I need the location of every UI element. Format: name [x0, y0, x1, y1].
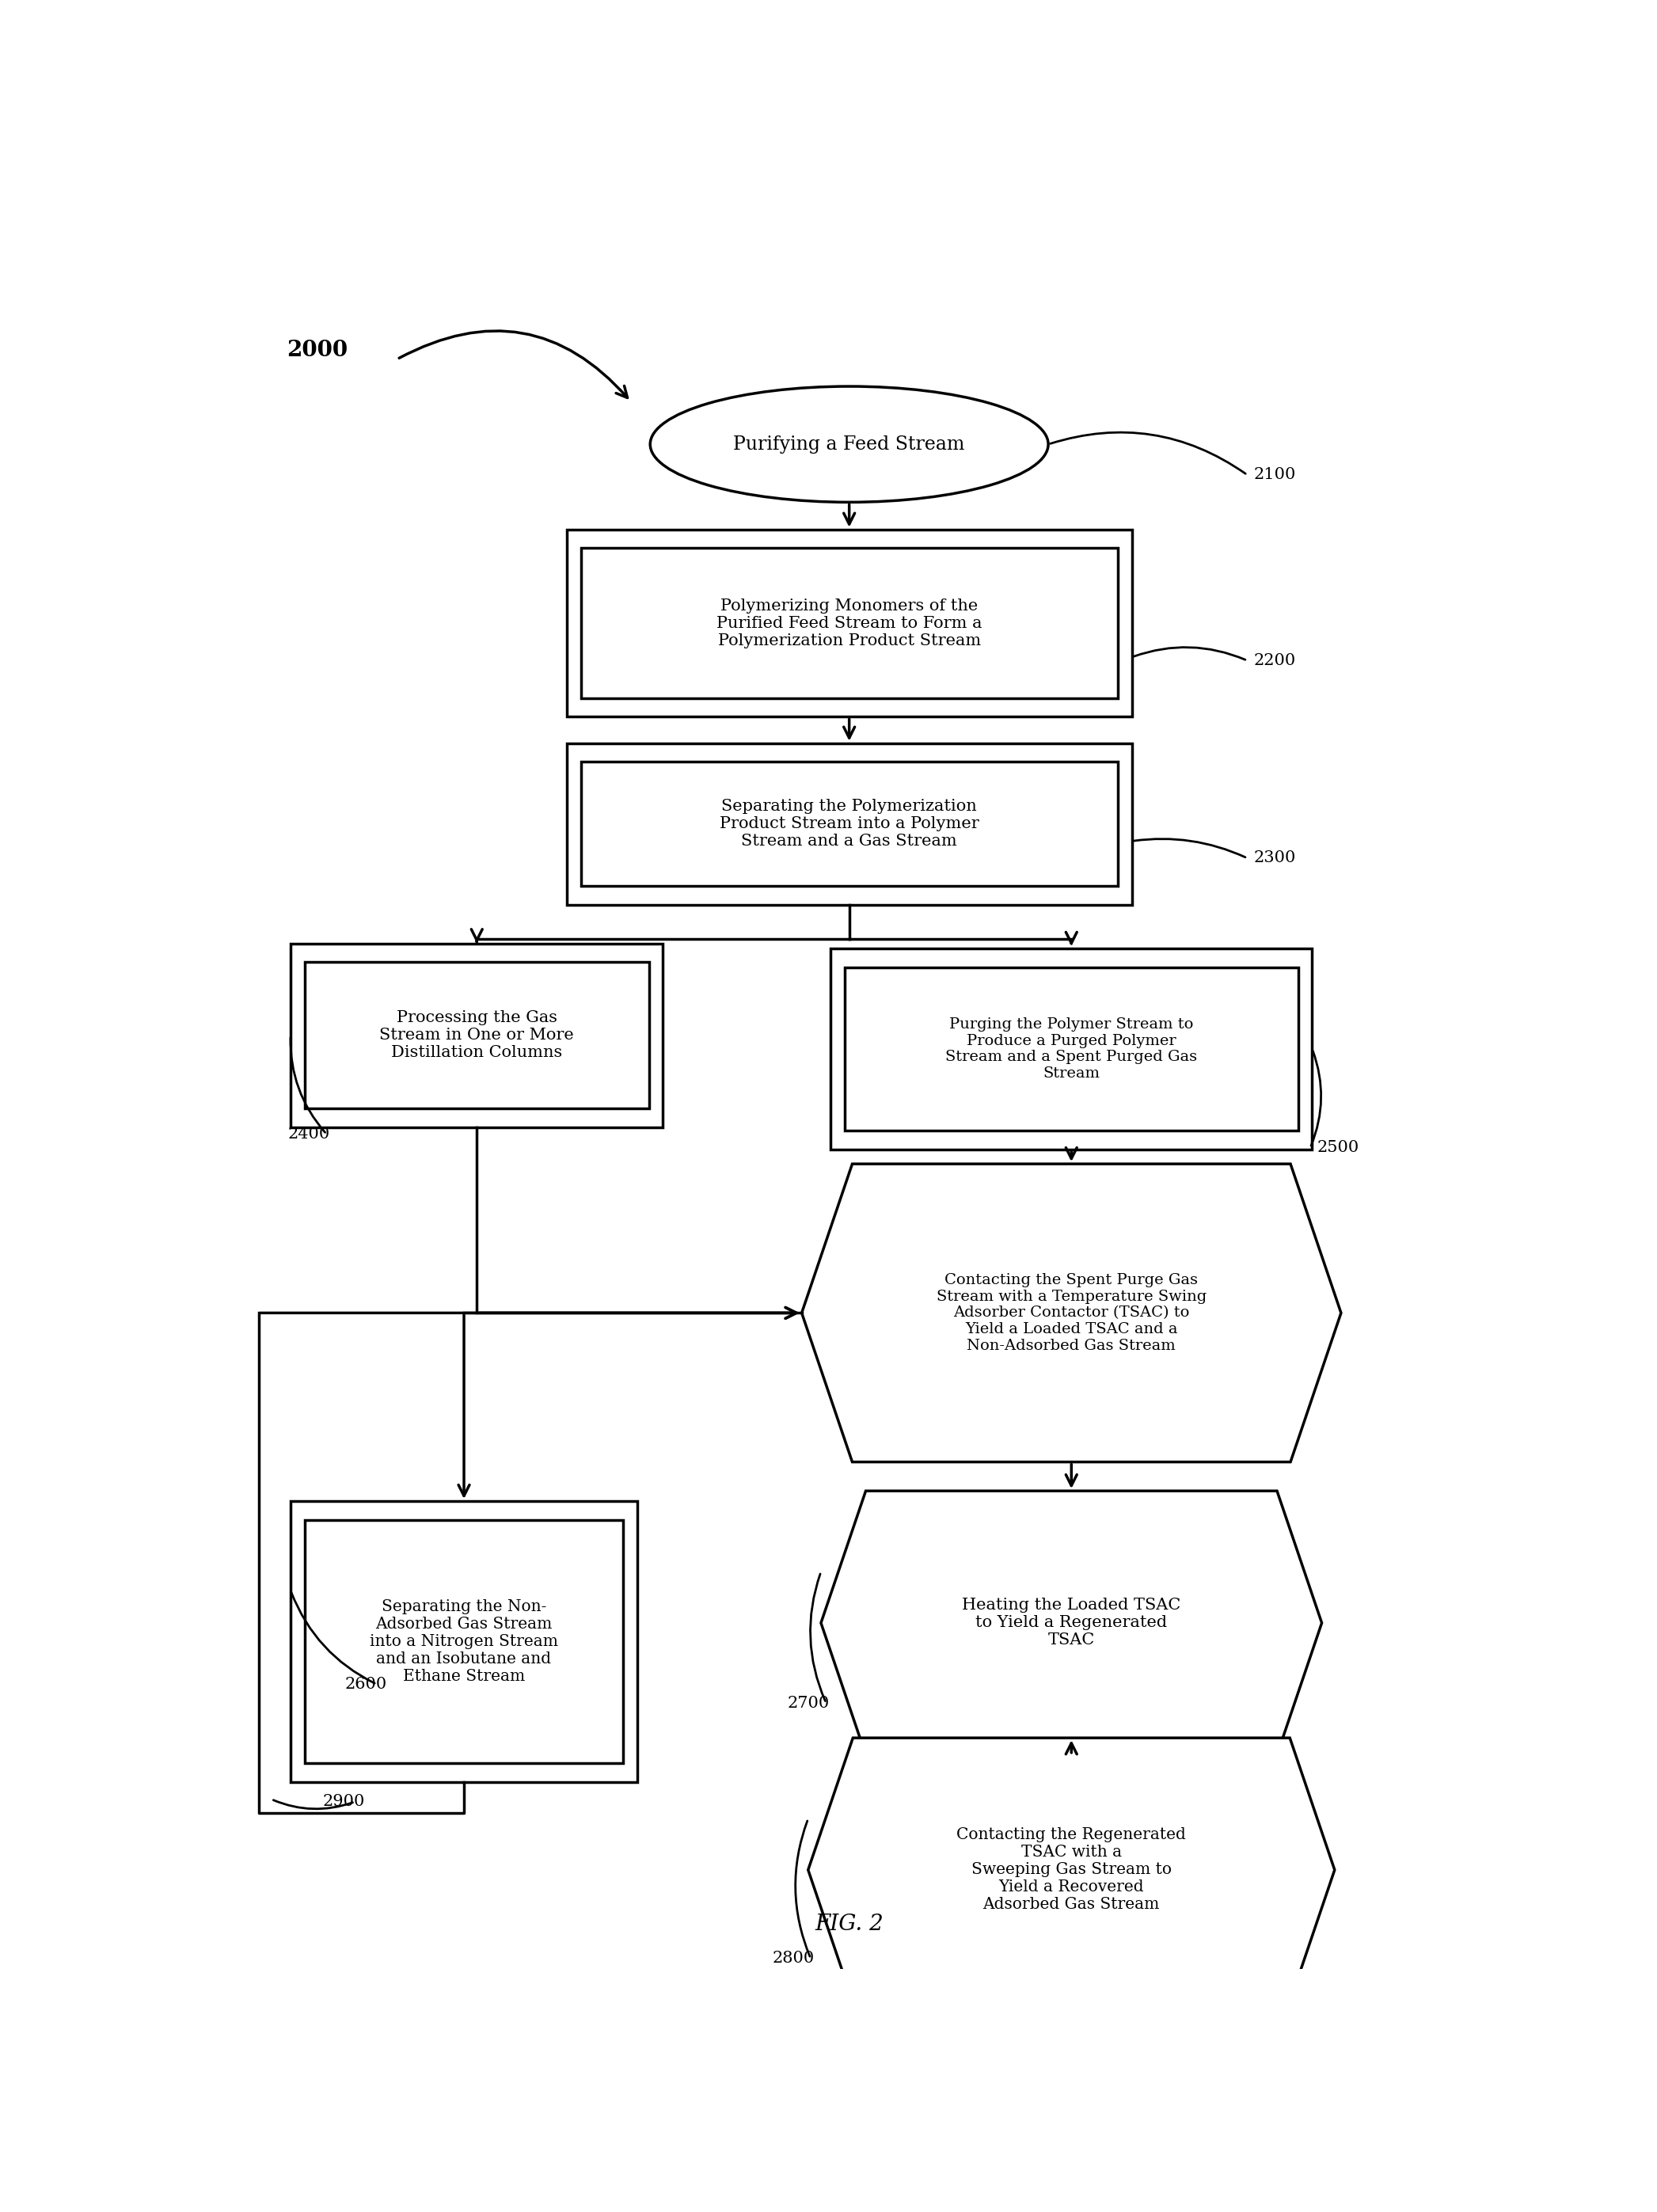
Bar [845, 967, 1297, 1130]
Text: Heating the Loaded TSAC
to Yield a Regenerated
TSAC: Heating the Loaded TSAC to Yield a Regen… [963, 1597, 1181, 1648]
Ellipse shape [650, 387, 1049, 502]
Text: 2800: 2800 [772, 1951, 814, 1966]
Text: 2900: 2900 [323, 1794, 365, 1809]
Text: FIG. 2: FIG. 2 [815, 1913, 883, 1936]
Bar [582, 761, 1117, 887]
Bar [567, 743, 1132, 905]
Polygon shape [809, 1739, 1334, 2002]
Text: 2100: 2100 [1254, 467, 1296, 482]
Text: Polymerizing Monomers of the
Purified Feed Stream to Form a
Polymerization Produ: Polymerizing Monomers of the Purified Fe… [716, 597, 983, 648]
Bar [290, 1502, 638, 1783]
Text: 2700: 2700 [787, 1694, 830, 1710]
Bar [305, 1520, 623, 1763]
Text: 2200: 2200 [1254, 653, 1296, 668]
Bar [305, 962, 650, 1108]
Text: 2300: 2300 [1254, 852, 1296, 865]
Text: Contacting the Spent Purge Gas
Stream with a Temperature Swing
Adsorber Contacto: Contacting the Spent Purge Gas Stream wi… [936, 1272, 1206, 1354]
Text: 2400: 2400 [288, 1126, 330, 1141]
Text: Separating the Polymerization
Product Stream into a Polymer
Stream and a Gas Str: Separating the Polymerization Product St… [719, 799, 979, 849]
Text: Contacting the Regenerated
TSAC with a
Sweeping Gas Stream to
Yield a Recovered
: Contacting the Regenerated TSAC with a S… [956, 1827, 1186, 1911]
Bar [830, 949, 1312, 1150]
Text: Purging the Polymer Stream to
Produce a Purged Polymer
Stream and a Spent Purged: Purging the Polymer Stream to Produce a … [946, 1018, 1198, 1082]
Bar [582, 549, 1117, 699]
Text: 2000: 2000 [287, 341, 348, 361]
Text: 2600: 2600 [345, 1677, 386, 1692]
Bar [290, 942, 663, 1128]
Text: 2500: 2500 [1317, 1139, 1359, 1155]
Polygon shape [820, 1491, 1322, 1754]
Bar [567, 529, 1132, 717]
Text: Purifying a Feed Stream: Purifying a Feed Stream [734, 436, 964, 453]
Text: Separating the Non-
Adsorbed Gas Stream
into a Nitrogen Stream
and an Isobutane : Separating the Non- Adsorbed Gas Stream … [370, 1599, 558, 1683]
Text: Processing the Gas
Stream in One or More
Distillation Columns: Processing the Gas Stream in One or More… [379, 1011, 573, 1060]
Polygon shape [802, 1164, 1341, 1462]
